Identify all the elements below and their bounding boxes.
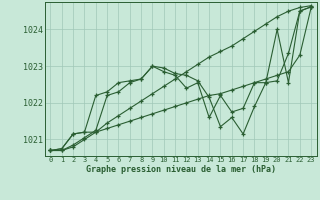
X-axis label: Graphe pression niveau de la mer (hPa): Graphe pression niveau de la mer (hPa) [86,165,276,174]
